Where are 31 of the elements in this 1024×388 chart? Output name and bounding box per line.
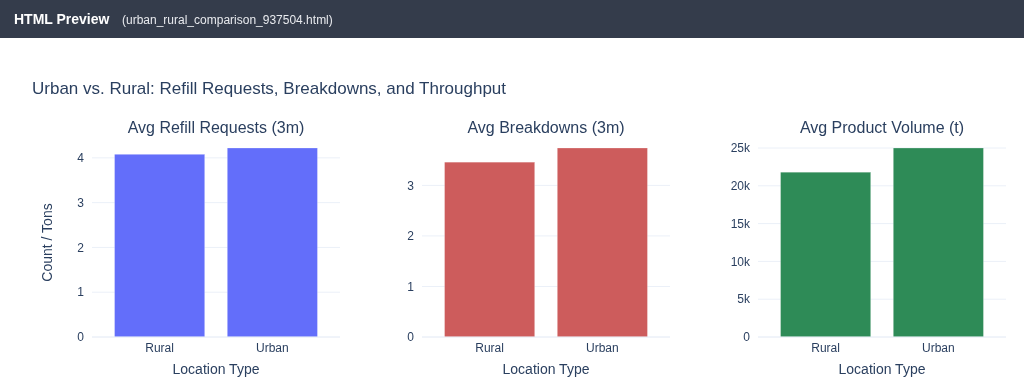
y-tick-label: 5k xyxy=(737,292,751,307)
text: HTML Preview xyxy=(14,11,110,27)
y-tick-label: 10k xyxy=(730,254,751,269)
y-tick-label: 2 xyxy=(407,229,415,244)
y-tick-label: 3 xyxy=(407,178,415,193)
y-tick-label: 0 xyxy=(77,330,85,345)
y-tick-label: 2 xyxy=(77,240,85,255)
y-tick-label: 4 xyxy=(77,151,85,166)
x-tick-label: Urban xyxy=(586,341,619,355)
x-tick-label: Rural xyxy=(475,341,504,355)
x-axis-title: Location Type xyxy=(838,361,926,377)
chart-title: Avg Refill Requests (3m) xyxy=(127,119,305,136)
x-tick-label: Urban xyxy=(922,341,955,355)
x-tick-label: Urban xyxy=(256,341,289,355)
y-tick-label: 0 xyxy=(407,330,415,345)
text: Urban vs. Rural: Refill Requests, Breakdowns, and Throughput xyxy=(32,79,507,98)
y-tick-label: 20k xyxy=(730,179,751,193)
y-tick-label: 0 xyxy=(743,330,751,345)
y-tick-label: 15k xyxy=(730,216,751,231)
x-tick-label: Rural xyxy=(145,341,174,355)
y-tick-label: 1 xyxy=(77,285,85,300)
y-tick-label: 3 xyxy=(77,195,85,210)
text: (urban_rural_comparison_937504.html) xyxy=(122,13,333,27)
y-tick-label: 1 xyxy=(407,279,415,294)
chart-title: Avg Product Volume (t) xyxy=(799,119,965,136)
y-axis-title: Count / Tons xyxy=(39,203,55,282)
x-axis-title: Location Type xyxy=(502,361,590,377)
y-tick-label: 25k xyxy=(730,141,751,156)
chart-title: Avg Breakdowns (3m) xyxy=(467,119,625,136)
x-axis-title: Location Type xyxy=(172,361,260,377)
x-tick-label: Rural xyxy=(811,341,840,355)
